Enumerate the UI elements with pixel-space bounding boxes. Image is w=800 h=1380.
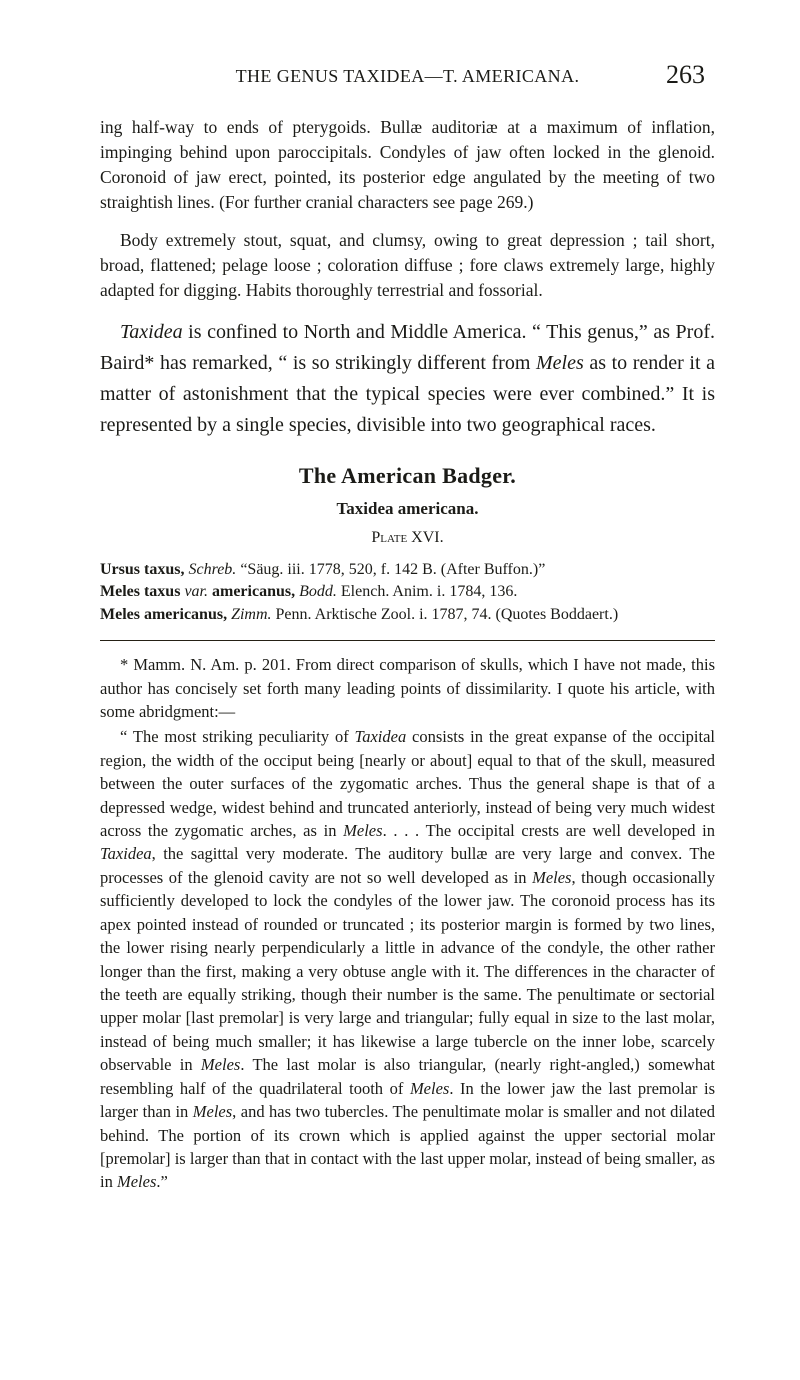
page: THE GENUS TAXIDEA—T. AMERICANA. 263 ing …: [0, 0, 800, 1380]
taxon-italic: Meles: [201, 1055, 240, 1074]
page-header: THE GENUS TAXIDEA—T. AMERICANA.: [100, 66, 715, 87]
footnote-text: . . . . The occipital crests are well de…: [383, 821, 715, 840]
taxon-italic: Meles: [343, 821, 382, 840]
taxon-italic: Meles: [536, 352, 584, 374]
footnote-text: , though occasionally sufficiently devel…: [100, 868, 715, 1074]
ref-bold: Ursus taxus,: [100, 561, 184, 578]
section-heading: The American Badger.: [100, 463, 715, 489]
taxon-italic: Taxidea: [355, 727, 407, 746]
footnote-paragraph: “ The most striking peculiarity of Taxid…: [100, 725, 715, 1193]
ref-bold: Meles americanus,: [100, 606, 227, 623]
taxon-italic: Meles: [193, 1102, 232, 1121]
footnote-text: “ The most striking peculiarity of: [120, 727, 355, 746]
section-subheading: Taxidea americana.: [100, 499, 715, 519]
ref-italic: Schreb.: [184, 561, 236, 578]
footnote-paragraph: * Mamm. N. Am. p. 201. From direct compa…: [100, 653, 715, 723]
taxon-italic: Meles: [532, 868, 571, 887]
taxon-italic: Taxidea: [100, 844, 152, 863]
horizontal-rule: [100, 640, 715, 641]
footnote-text: .”: [156, 1172, 167, 1191]
ref-italic: var.: [180, 583, 208, 600]
ref-italic: Zimm.: [227, 606, 271, 623]
ref-italic: Bodd.: [295, 583, 337, 600]
running-head: THE GENUS TAXIDEA—T. AMERICANA.: [236, 66, 580, 87]
ref-text: Elench. Anim. i. 1784, 136.: [337, 583, 517, 600]
ref-bold: Meles taxus: [100, 583, 180, 600]
ref-text: Penn. Arktische Zool. i. 1787, 74. (Quot…: [272, 606, 619, 623]
body-paragraph: Taxidea is confined to North and Middle …: [100, 317, 715, 441]
footnote-block: * Mamm. N. Am. p. 201. From direct compa…: [100, 653, 715, 1194]
synonymy-block: Ursus taxus, Schreb. “Säug. iii. 1778, 5…: [100, 559, 715, 626]
synonymy-line: Ursus taxus, Schreb. “Säug. iii. 1778, 5…: [100, 559, 715, 581]
page-number: 263: [666, 60, 705, 90]
body-paragraph: ing half-way to ends of pterygoids. Bull…: [100, 115, 715, 214]
taxon-italic: Taxidea: [120, 321, 183, 343]
plate-label: Plate XVI.: [100, 529, 715, 547]
ref-text: “Säug. iii. 1778, 520, f. 142 B. (After …: [236, 561, 545, 578]
taxon-italic: Meles: [117, 1172, 156, 1191]
synonymy-line: Meles taxus var. americanus, Bodd. Elenc…: [100, 581, 715, 603]
ref-bold: americanus,: [208, 583, 295, 600]
taxon-italic: Meles: [410, 1079, 449, 1098]
synonymy-line: Meles americanus, Zimm. Penn. Arktische …: [100, 604, 715, 626]
body-paragraph: Body extremely stout, squat, and clumsy,…: [100, 228, 715, 303]
